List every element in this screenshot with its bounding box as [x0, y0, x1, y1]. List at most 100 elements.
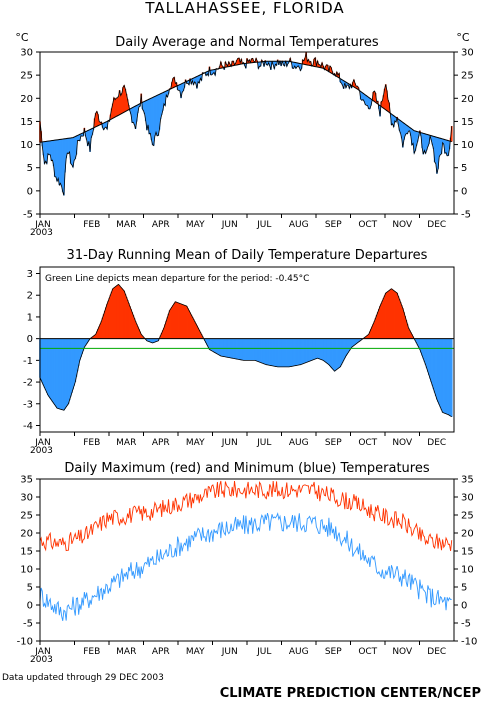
departure-bar: [446, 140, 449, 156]
departure-bar: [85, 338, 88, 344]
departure-bar: [316, 60, 319, 68]
departure-bar: [357, 338, 360, 343]
month-label: JUN: [221, 438, 238, 448]
departure-bar: [72, 338, 74, 390]
figure-title: TALLAHASSEE, FLORIDA: [144, 0, 344, 17]
month-label: NOV: [392, 647, 413, 657]
departure-bar: [354, 83, 356, 88]
departure-bar: [125, 296, 128, 339]
panel-1-frame: [39, 51, 455, 215]
departure-bar: [425, 134, 428, 151]
departure-bar: [91, 128, 94, 135]
departure-bar: [249, 338, 252, 361]
departure-bar: [50, 140, 53, 161]
departure-bar: [165, 320, 168, 339]
departure-bar: [296, 62, 298, 67]
departure-bar: [206, 71, 209, 74]
y-tick-label: -4: [23, 421, 33, 432]
departure-bar: [390, 114, 393, 125]
departure-bar: [301, 338, 304, 364]
month-label: APR: [152, 220, 170, 230]
departure-bar: [300, 338, 303, 365]
departure-bar: [243, 338, 246, 361]
departure-bar: [122, 289, 124, 339]
departure-bar: [356, 86, 359, 90]
departure-bar: [297, 63, 300, 66]
departure-bar: [416, 131, 419, 142]
departure-bar: [339, 338, 342, 367]
month-label: JUL: [256, 647, 271, 657]
departure-bar: [47, 141, 49, 154]
departure-bar: [49, 338, 52, 399]
departure-bar: [50, 338, 53, 400]
departure-bar: [126, 99, 129, 111]
panel-2-area-fill: [39, 284, 453, 417]
departure-bar: [437, 137, 439, 169]
departure-bar: [102, 314, 105, 339]
departure-bar: [280, 61, 282, 67]
departure-bar: [205, 338, 207, 343]
departure-bar: [101, 317, 104, 339]
departure-bar: [248, 338, 251, 361]
departure-bar: [63, 338, 65, 411]
departure-bar: [355, 338, 358, 344]
departure-bar: [238, 57, 240, 65]
departure-bar: [308, 62, 311, 66]
departure-bar: [198, 75, 201, 84]
month-label: NOV: [392, 438, 413, 448]
departure-bar: [136, 326, 139, 339]
departure-bar: [258, 61, 261, 67]
departure-bar: [184, 305, 187, 339]
departure-bar: [109, 294, 112, 339]
departure-bar: [181, 83, 184, 93]
departure-bar: [90, 128, 93, 138]
departure-bar: [158, 94, 161, 130]
departure-bar: [390, 288, 393, 339]
departure-bar: [214, 338, 217, 353]
departure-bar: [405, 319, 408, 339]
departure-bar: [335, 71, 338, 77]
departure-bar: [416, 338, 419, 346]
departure-bar: [190, 79, 193, 84]
month-label: DEC: [427, 647, 446, 657]
departure-bar: [397, 119, 400, 125]
departure-bar: [133, 106, 136, 125]
departure-bar: [196, 325, 198, 339]
departure-bar: [57, 139, 60, 179]
departure-bar: [335, 338, 338, 370]
departure-bar: [328, 338, 330, 365]
month-label: MAY: [186, 220, 205, 230]
departure-bar: [370, 329, 372, 339]
departure-bar: [267, 338, 270, 366]
departure-bar: [426, 134, 429, 147]
departure-bar: [283, 338, 286, 367]
departure-bar: [334, 338, 337, 371]
panel-1-title: Daily Average and Normal Temperatures: [115, 35, 379, 50]
departure-bar: [200, 74, 203, 81]
departure-bar: [151, 97, 154, 145]
departure-bar: [51, 140, 54, 161]
departure-bar: [342, 338, 345, 361]
departure-bar: [185, 306, 188, 339]
departure-bar: [68, 138, 71, 152]
departure-bar: [55, 338, 57, 407]
departure-bar: [181, 304, 184, 339]
departure-bar: [414, 131, 417, 151]
y-tick-label: -5: [23, 619, 33, 630]
departure-bar: [362, 93, 364, 100]
departure-bar: [372, 92, 375, 101]
departure-bar: [368, 98, 371, 109]
departure-bar: [324, 66, 327, 70]
departure-bar: [193, 77, 196, 82]
y-tick-label: 0: [27, 186, 33, 197]
departure-bar: [408, 127, 411, 131]
departure-bar: [58, 338, 61, 409]
departure-bar: [265, 338, 268, 365]
departure-bar: [156, 338, 159, 342]
departure-bar: [231, 61, 234, 66]
departure-bar: [326, 65, 329, 71]
departure-bar: [280, 338, 282, 367]
departure-bar: [52, 338, 55, 404]
departure-bar: [432, 136, 435, 149]
